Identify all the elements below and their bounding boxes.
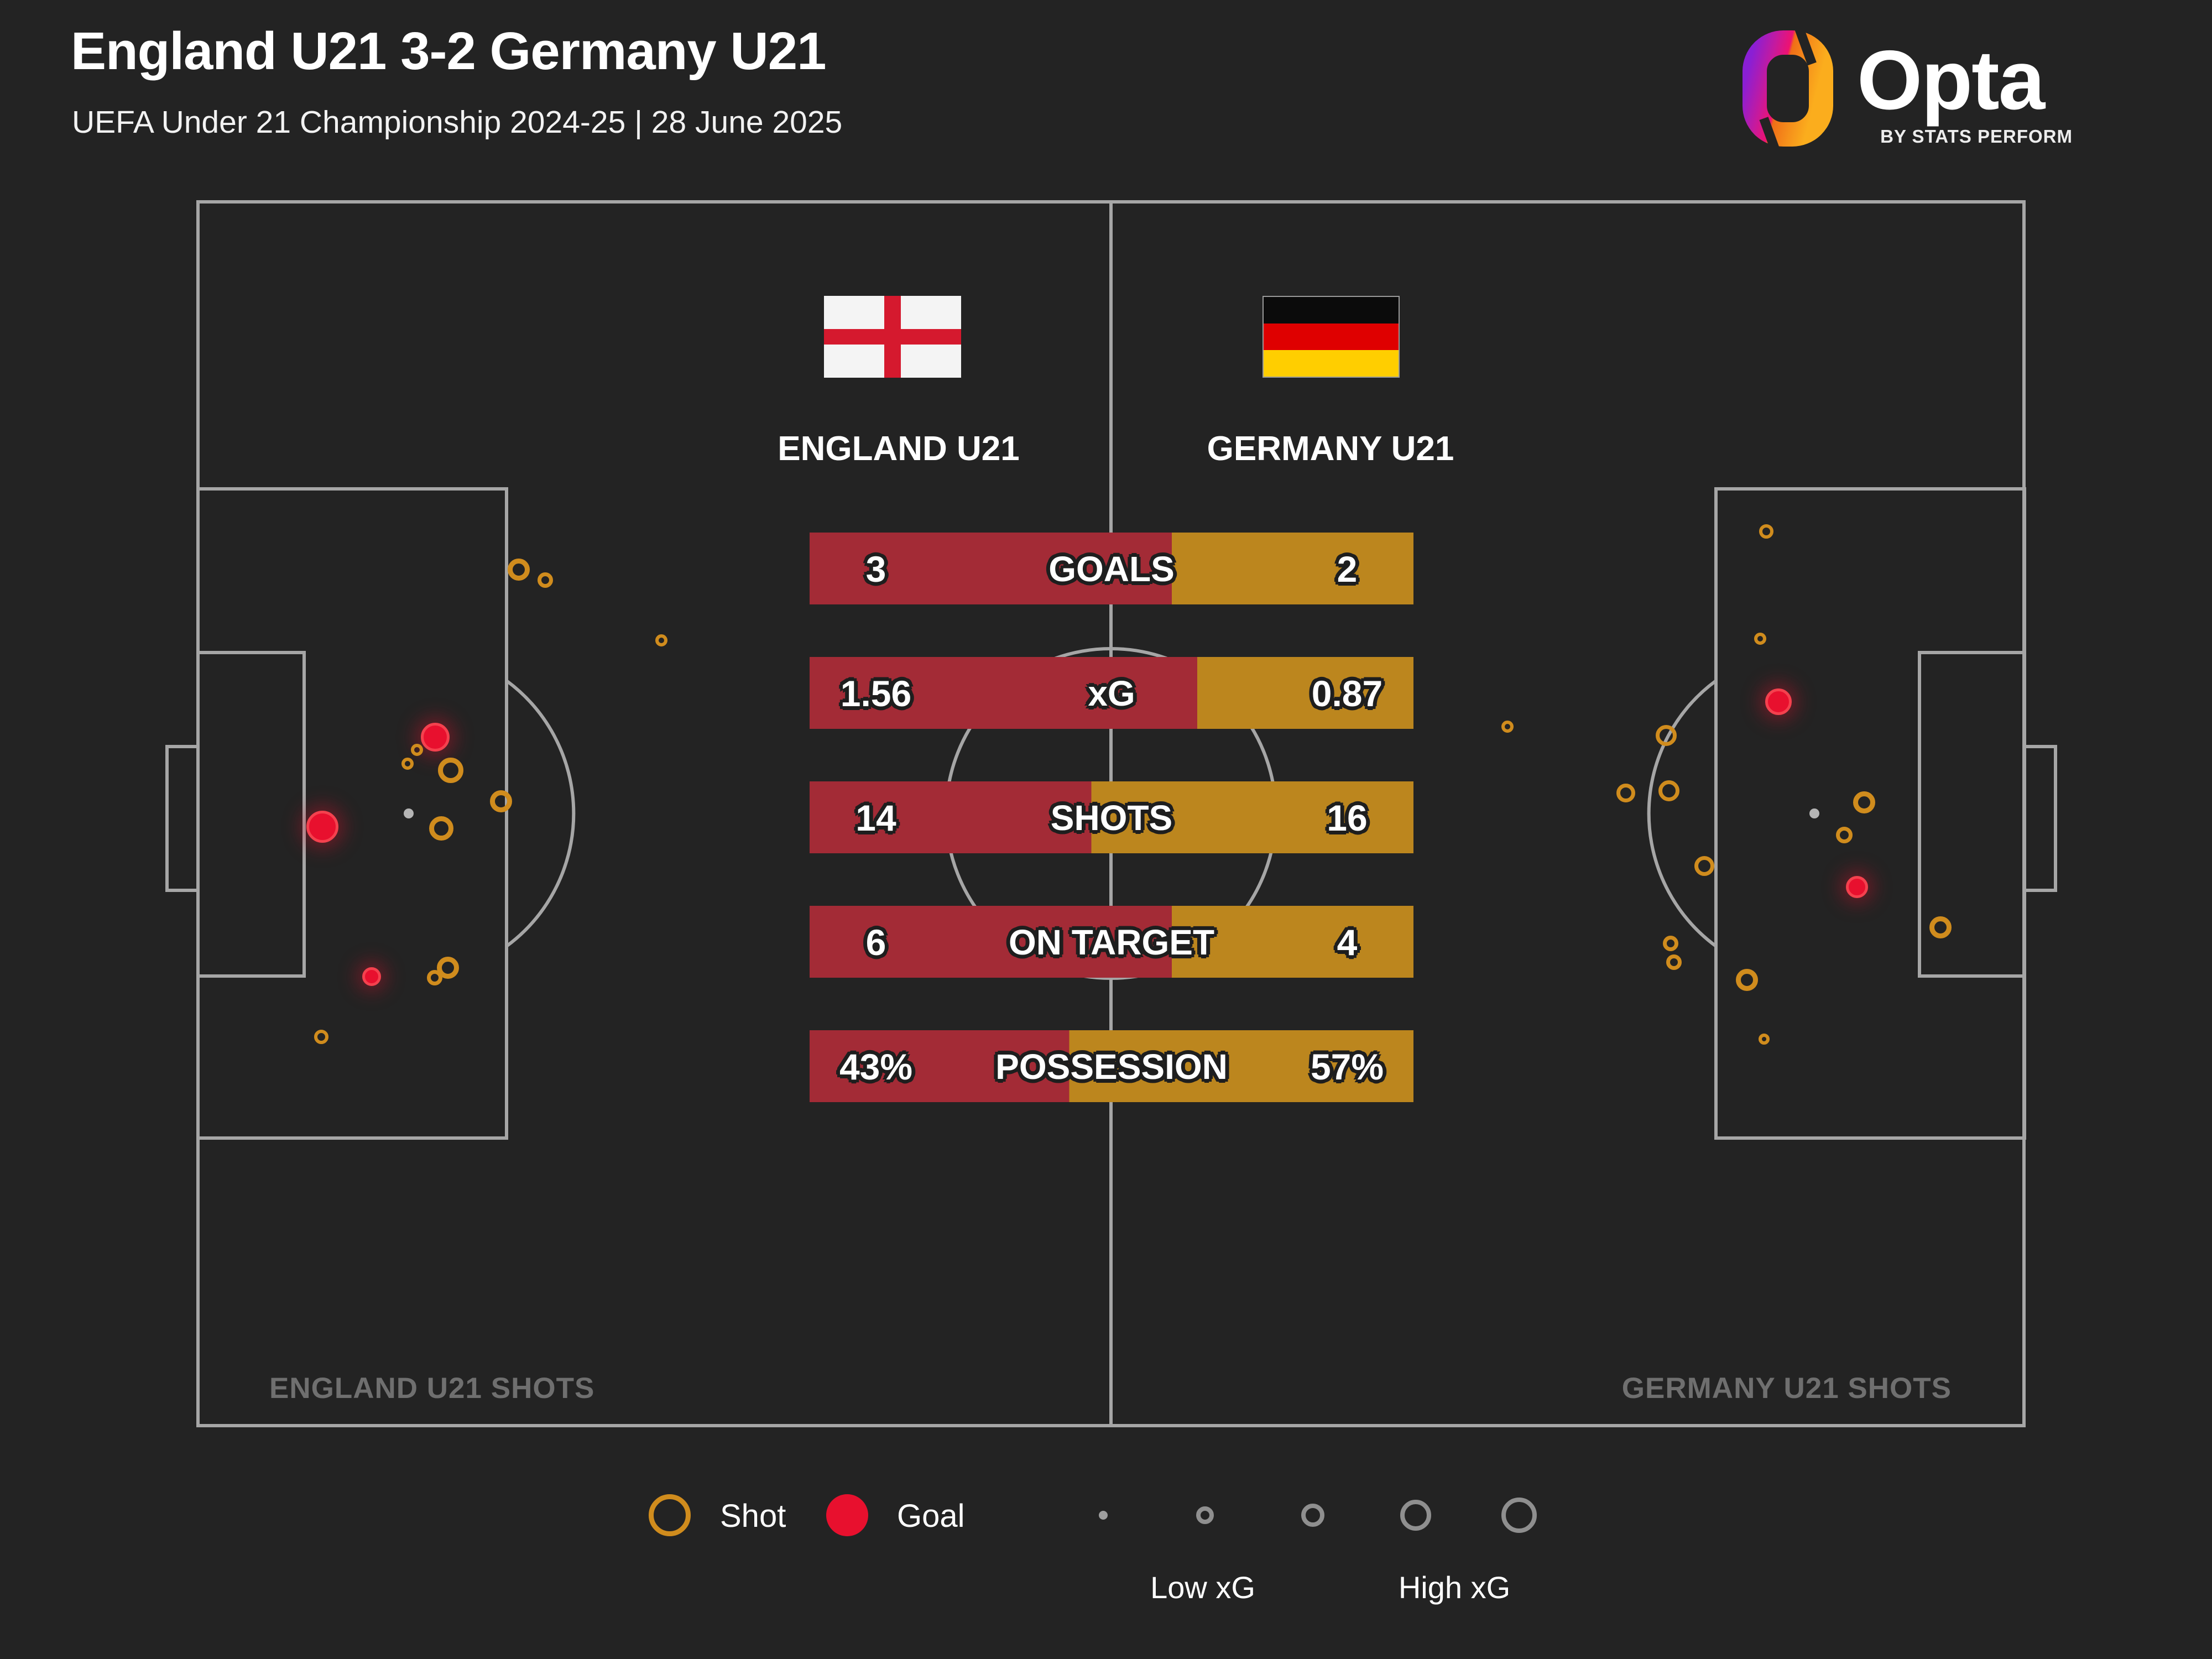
goal-marker-home <box>421 723 450 752</box>
legend-shot-ring-icon <box>649 1494 691 1536</box>
shot-marker-away <box>1736 969 1758 991</box>
shot-marker-home <box>538 572 553 588</box>
away-stat-value: 57% <box>1310 1046 1384 1087</box>
away-stat-value: 4 <box>1337 922 1358 963</box>
left-goal <box>165 745 200 892</box>
england-flag-icon <box>824 296 961 378</box>
home-team-name: ENGLAND U21 <box>778 430 1020 468</box>
home-stat-value: 1.56 <box>840 673 912 714</box>
home-stat-value: 3 <box>865 549 886 589</box>
goal-marker-home <box>306 811 338 843</box>
stat-row-on-target: 6 ON TARGET 4 <box>810 906 1413 978</box>
stat-label: POSSESSION <box>995 1047 1228 1087</box>
xg-scale-dot-icon <box>1099 1511 1108 1520</box>
shot-marker-away <box>1666 954 1682 970</box>
germany-flag-icon <box>1262 296 1400 378</box>
home-stat-value: 14 <box>855 797 896 838</box>
shot-marker-away <box>1656 725 1677 746</box>
legend-goal-label: Goal <box>897 1498 965 1534</box>
away-stat-value: 0.87 <box>1311 673 1383 714</box>
xg-scale-ring-icon <box>1196 1506 1214 1524</box>
away-team-name: GERMANY U21 <box>1207 430 1454 468</box>
england-flag-cross-horizontal <box>824 329 961 345</box>
right-goal <box>2023 745 2057 892</box>
opta-logo-icon <box>1743 29 1833 149</box>
goal-marker-away <box>1765 688 1792 715</box>
shot-marker-away <box>1501 721 1514 733</box>
xg-scale-ring-icon <box>1400 1500 1431 1531</box>
home-stat-value: 43% <box>839 1046 913 1087</box>
right-penalty-spot <box>1809 808 1819 818</box>
stat-row-possession: 43% POSSESSION 57% <box>810 1030 1413 1102</box>
stat-row-goals: 3 GOALS 2 <box>810 533 1413 604</box>
shot-marker-away <box>1759 1034 1770 1045</box>
xg-scale-ring-icon <box>1501 1498 1537 1533</box>
stat-label: ON TARGET <box>1008 922 1215 962</box>
shot-marker-away <box>1836 827 1853 843</box>
left-penalty-arc <box>505 679 576 948</box>
shot-marker-home <box>490 790 512 812</box>
shot-marker-away <box>1616 784 1635 802</box>
shot-marker-away <box>1759 524 1773 539</box>
home-stat-value: 6 <box>865 922 886 963</box>
left-penalty-spot <box>404 808 414 818</box>
shot-marker-home <box>401 758 414 770</box>
germany-flag-gold-stripe <box>1264 349 1399 377</box>
shot-marker-home <box>508 559 530 581</box>
shot-marker-away <box>1694 856 1714 876</box>
shot-marker-home <box>655 634 667 646</box>
home-shot-map-label: ENGLAND U21 SHOTS <box>269 1372 595 1405</box>
stat-row-shots: 14 SHOTS 16 <box>810 781 1413 853</box>
shot-marker-home <box>437 957 459 979</box>
germany-flag-black-stripe <box>1264 297 1399 324</box>
right-penalty-arc <box>1647 679 1717 948</box>
stat-label: GOALS <box>1048 549 1175 589</box>
stat-row-xg: 1.56 xG 0.87 <box>810 657 1413 729</box>
goal-marker-home <box>362 967 381 986</box>
page-title: England U21 3-2 Germany U21 <box>71 22 827 81</box>
high-xg-label: High xG <box>1398 1570 1511 1605</box>
germany-flag-red-stripe <box>1264 323 1399 350</box>
opta-byline: BY STATS PERFORM <box>1880 126 2073 147</box>
shot-marker-home <box>411 744 423 756</box>
legend-goal-circle-icon <box>826 1494 868 1536</box>
legend-shot-label: Shot <box>720 1498 786 1534</box>
shot-marker-away <box>1853 791 1875 813</box>
shot-marker-home <box>438 758 463 783</box>
shot-marker-away <box>1929 916 1952 938</box>
shot-marker-home <box>314 1030 328 1044</box>
shot-marker-away <box>1663 936 1678 951</box>
page-subtitle: UEFA Under 21 Championship 2024-25 | 28 … <box>72 105 843 140</box>
shot-marker-away <box>1658 780 1679 801</box>
away-shot-map-label: GERMANY U21 SHOTS <box>1621 1372 1952 1405</box>
xg-scale-ring-icon <box>1301 1504 1324 1527</box>
stat-label: xG <box>1088 674 1135 713</box>
opta-wordmark: Opta <box>1857 33 2045 127</box>
shot-marker-away <box>1754 633 1766 645</box>
stat-label: SHOTS <box>1050 798 1173 838</box>
shot-marker-home <box>427 970 442 985</box>
away-stat-value: 2 <box>1337 549 1358 589</box>
goal-marker-away <box>1846 876 1868 898</box>
low-xg-label: Low xG <box>1150 1570 1255 1605</box>
away-stat-value: 16 <box>1327 797 1368 838</box>
shot-marker-home <box>429 816 453 841</box>
